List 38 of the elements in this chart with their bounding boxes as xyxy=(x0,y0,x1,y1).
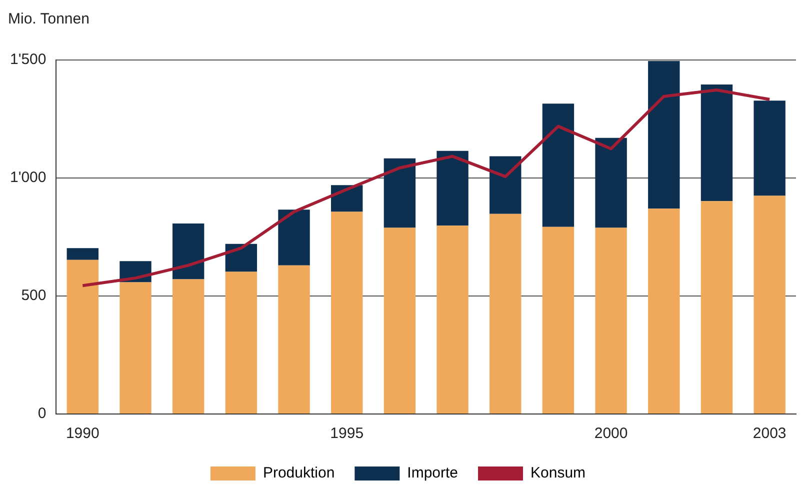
bar xyxy=(648,208,680,414)
bar xyxy=(542,104,574,227)
x-tick-label: 1990 xyxy=(66,425,100,442)
bar xyxy=(278,210,310,266)
bar xyxy=(595,228,627,414)
y-tick-label: 500 xyxy=(21,287,46,304)
bar xyxy=(278,265,310,414)
bar xyxy=(754,100,786,196)
legend-label: Importe xyxy=(407,464,458,482)
bar xyxy=(648,60,680,209)
bar xyxy=(542,226,574,414)
bar xyxy=(384,228,416,414)
y-tick-label: 1'500 xyxy=(10,51,46,68)
legend-label: Konsum xyxy=(530,464,586,482)
bar xyxy=(120,282,152,414)
bar xyxy=(700,84,733,202)
bar xyxy=(331,212,363,414)
bar xyxy=(172,279,204,414)
bar xyxy=(436,150,468,226)
bar xyxy=(700,201,733,414)
bar xyxy=(172,224,204,280)
y-tick-label: 1'000 xyxy=(10,169,46,186)
y-tick-label: 0 xyxy=(38,405,46,422)
x-tick-label: 1995 xyxy=(330,425,364,442)
y-axis-title: Mio. Tonnen xyxy=(8,10,90,28)
bar xyxy=(225,244,258,272)
bar xyxy=(490,214,522,414)
bar xyxy=(66,248,99,260)
bar xyxy=(595,138,627,228)
x-tick-label: 2000 xyxy=(594,425,628,442)
bar xyxy=(225,272,258,414)
legend-label: Produktion xyxy=(262,464,335,482)
bar xyxy=(436,226,468,414)
bar xyxy=(66,260,99,414)
bar xyxy=(754,196,786,414)
x-tick-label: 2003 xyxy=(752,425,786,442)
bar xyxy=(384,158,416,228)
bar xyxy=(490,156,522,214)
